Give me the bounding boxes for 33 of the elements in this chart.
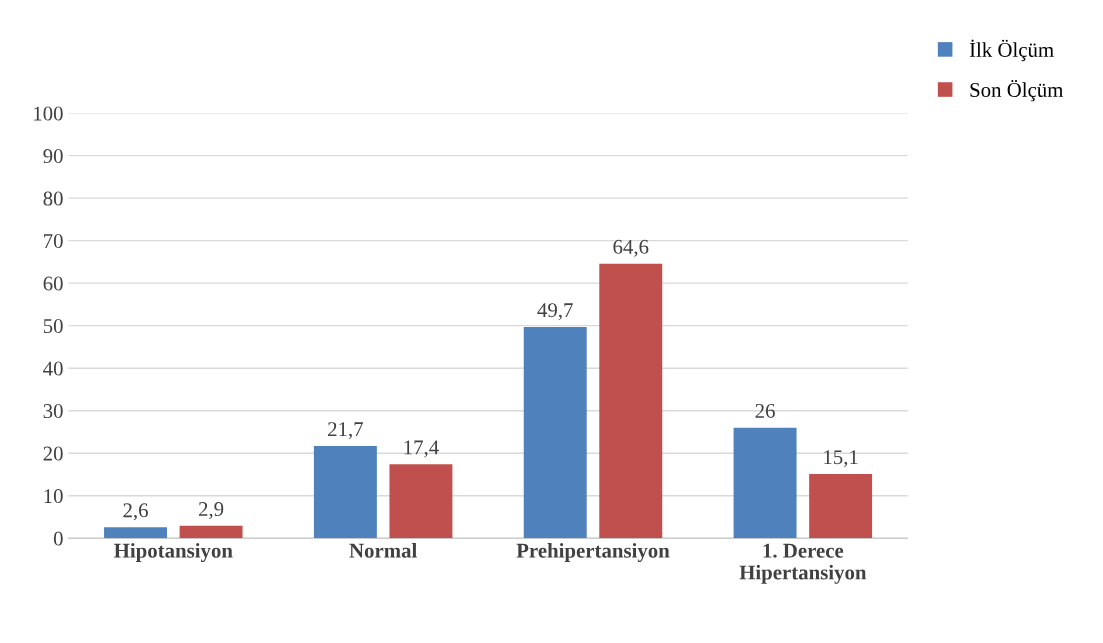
bar bbox=[313, 445, 377, 539]
legend-label: İlk Ölçüm bbox=[969, 39, 1054, 62]
bar bbox=[389, 464, 453, 539]
y-tick-label: 50 bbox=[43, 319, 63, 334]
y-tick-label: 0 bbox=[53, 531, 63, 546]
bar bbox=[523, 326, 587, 539]
data-label: 26 bbox=[755, 403, 775, 418]
x-tick-label: Normal bbox=[349, 543, 417, 558]
y-tick-label: 70 bbox=[44, 234, 63, 249]
x-tick-label: 1. Derece Hipertansiyon bbox=[739, 543, 867, 584]
y-tick-label: 30 bbox=[43, 404, 63, 419]
bar bbox=[809, 474, 873, 539]
x-tick-label: Prehipertansiyon bbox=[516, 543, 670, 562]
data-label: 2,9 bbox=[198, 502, 224, 520]
bar bbox=[733, 427, 797, 539]
y-tick-label: 10 bbox=[44, 489, 63, 504]
legend-label: Son Ölçüm bbox=[970, 79, 1064, 102]
y-tick-label: 90 bbox=[43, 149, 63, 164]
bar bbox=[599, 263, 663, 539]
x-tick-label: Hipotansiyon bbox=[114, 543, 233, 562]
data-label: 49,7 bbox=[537, 303, 573, 321]
bar bbox=[104, 527, 168, 539]
data-label: 17,4 bbox=[404, 440, 439, 458]
data-label: 15,1 bbox=[824, 450, 858, 468]
bar bbox=[179, 525, 243, 539]
y-tick-label: 60 bbox=[43, 276, 63, 291]
y-tick-label: 40 bbox=[43, 361, 63, 376]
data-label: 21,7 bbox=[328, 422, 364, 440]
y-tick-label: 80 bbox=[43, 191, 63, 206]
y-tick-label: 20 bbox=[43, 446, 63, 461]
data-label: 64,6 bbox=[613, 239, 649, 257]
data-label: 2,6 bbox=[123, 503, 148, 521]
y-tick-label: 100 bbox=[34, 106, 63, 121]
